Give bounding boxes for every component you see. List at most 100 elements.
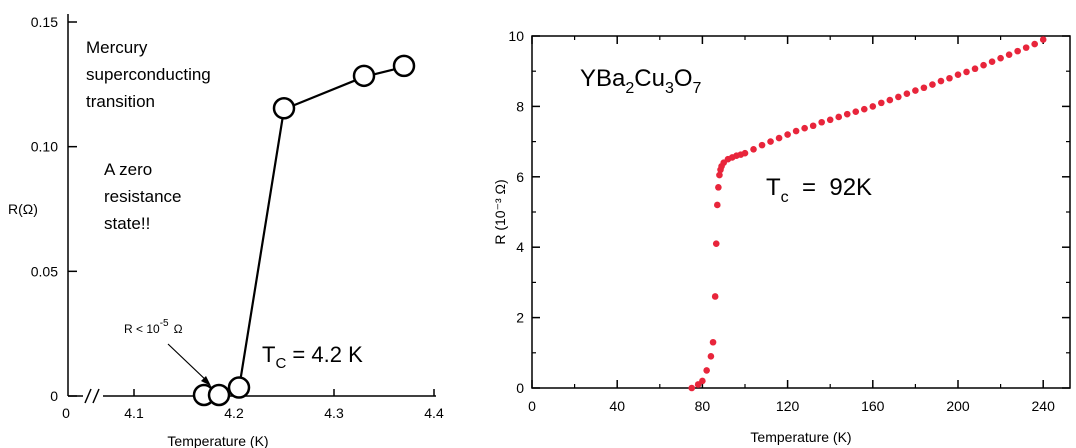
left-caption-line-2: superconducting [86, 65, 211, 84]
limit-base: R < 10 [124, 322, 160, 336]
left-y-tick-label: 0.10 [31, 139, 58, 155]
ybco-point [775, 134, 783, 142]
ybco-point [920, 84, 928, 92]
right-tc-base: T [766, 174, 781, 201]
right-x-tick-label: 0 [528, 398, 536, 414]
ybco-point [860, 105, 868, 113]
ybco-point [988, 58, 996, 65]
ybco-point [1014, 47, 1021, 55]
mercury-point [207, 383, 231, 407]
mercury-series [192, 54, 416, 407]
left-tc-base: T [262, 342, 275, 367]
left-tc-sub: C [275, 355, 286, 372]
ybco-point [714, 201, 721, 209]
ybco-point [711, 293, 719, 300]
right-y-tick-label: 8 [516, 98, 524, 114]
limit-arrow-head [201, 376, 211, 386]
ybco-chart: 0 40 80 120 160 200 240 0 2 4 6 8 10 Temperature (K)… [492, 28, 1071, 445]
ybco-point [758, 141, 766, 149]
ybco-point [869, 103, 877, 110]
right-y-tick-label: 2 [516, 310, 524, 326]
left-caption-line-3: transition [86, 92, 155, 111]
formula-part-5: O [674, 65, 693, 92]
ybco-point [971, 65, 979, 73]
zero-note-line-2: resistance [104, 187, 181, 206]
ybco-point [895, 93, 902, 101]
right-x-tick-label: 80 [695, 398, 711, 414]
right-ticks [531, 35, 1070, 389]
mercury-point [392, 54, 416, 78]
ybco-point [903, 90, 911, 98]
ybco-point [818, 118, 825, 126]
right-x-tick-label: 120 [776, 398, 800, 414]
right-x-tick-label: 200 [946, 398, 970, 414]
ybco-point [750, 146, 757, 153]
left-y-tick-label: 0.05 [31, 263, 58, 279]
zero-note-line-3: state!! [104, 214, 150, 233]
left-ticks [68, 21, 435, 397]
ybco-point [715, 184, 722, 191]
left-axis-break-mark [84, 388, 100, 404]
ybco-point [707, 353, 715, 360]
ybco-point [1005, 51, 1013, 58]
right-y-tick-label: 0 [516, 380, 524, 396]
ybco-point [980, 61, 987, 69]
compound-formula: YBa2Cu3O7 [580, 65, 702, 97]
ybco-series [688, 36, 1047, 392]
formula-part-1: YBa [580, 65, 626, 92]
ybco-point [1031, 40, 1038, 48]
ybco-point [716, 171, 723, 179]
left-tick-labels: 0 4.1 4.2 4.3 4.4 0 0.05 0.10 0.15 [31, 14, 444, 421]
right-y-tick-label: 4 [516, 239, 524, 255]
formula-part-3: Cu [634, 65, 665, 92]
mercury-point [227, 376, 251, 399]
zero-note-line-1: A zero [104, 160, 152, 179]
left-x-axis-title: Temperature (K) [167, 433, 268, 448]
ybco-point [852, 108, 860, 115]
right-x-tick-label: 240 [1032, 398, 1056, 414]
ybco-point [703, 367, 710, 374]
ybco-point [801, 124, 808, 132]
formula-part-2: 2 [625, 80, 634, 97]
right-tc-value: = 92K [789, 174, 872, 201]
ybco-point [712, 240, 720, 247]
limit-exponent: -5 [160, 318, 169, 329]
limit-arrow-line [167, 343, 209, 383]
left-caption: Mercury superconducting transition [86, 38, 216, 111]
right-tick-labels: 0 40 80 120 160 200 240 0 2 4 6 8 10 [508, 28, 1055, 414]
limit-unit: Ω [174, 322, 183, 336]
ybco-point [767, 138, 774, 145]
right-tc-sub: c [781, 189, 789, 206]
ybco-point [878, 99, 885, 107]
ybco-point [809, 122, 817, 130]
ybco-point [835, 113, 843, 121]
ybco-point [699, 377, 706, 385]
right-x-tick-label: 40 [609, 398, 625, 414]
zero-resistance-note: A zero resistance state!! [104, 160, 186, 233]
right-y-tick-label: 6 [516, 169, 524, 185]
ybco-point [929, 81, 936, 88]
right-y-axis-title: R (10⁻³ Ω) [492, 179, 508, 244]
formula-part-6: 7 [693, 80, 702, 97]
ybco-point [709, 338, 717, 346]
right-x-tick-label: 160 [861, 398, 885, 414]
resistance-limit-label: R < 10-5 Ω [124, 318, 183, 336]
ybco-point [688, 384, 696, 392]
ybco-point [784, 131, 791, 138]
left-y-axis-title: R(Ω) [8, 201, 38, 217]
left-x-tick-label: 4.3 [324, 405, 344, 421]
left-y-tick-label: 0 [50, 388, 58, 404]
ybco-point [792, 127, 800, 135]
left-x-tick-label: 4.4 [424, 405, 444, 421]
ybco-point [886, 96, 894, 104]
ybco-point [946, 74, 953, 82]
ybco-point [954, 71, 962, 79]
ybco-point [997, 54, 1004, 62]
left-tc-value: = 4.2 K [286, 342, 363, 367]
left-y-tick-label: 0.15 [31, 14, 58, 30]
ybco-point [963, 68, 970, 76]
ybco-point [843, 110, 851, 118]
mercury-point [352, 64, 376, 88]
ybco-point [937, 77, 945, 85]
left-x-tick-label: 4.1 [124, 405, 144, 421]
